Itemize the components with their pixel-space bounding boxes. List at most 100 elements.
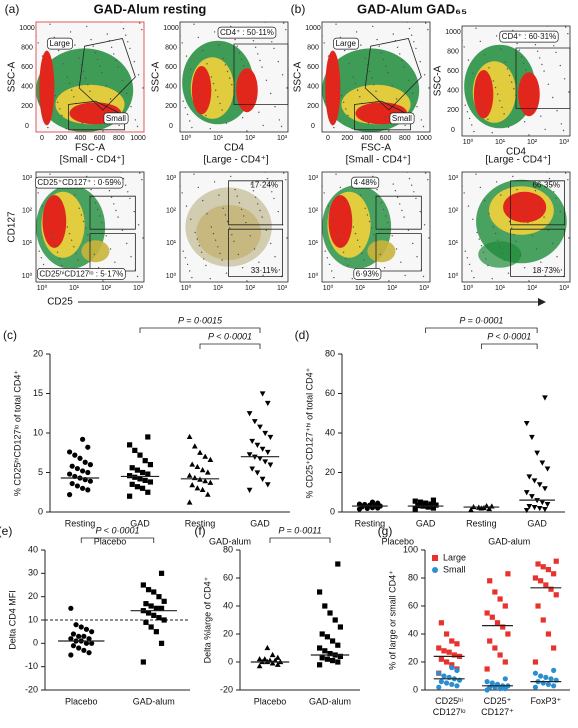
event-dot xyxy=(510,227,513,229)
event-dot xyxy=(541,63,543,66)
event-dot xyxy=(226,70,229,73)
y-tick-label: 800 xyxy=(165,44,177,51)
event-dot xyxy=(338,88,340,90)
event-dot xyxy=(194,81,196,84)
event-dot xyxy=(475,27,477,29)
point xyxy=(553,558,559,564)
event-dot xyxy=(74,194,76,196)
point xyxy=(140,659,146,665)
event-dot xyxy=(380,202,383,204)
event-dot xyxy=(383,267,386,269)
density-blob xyxy=(478,241,522,268)
event-dot xyxy=(238,202,241,204)
event-dot xyxy=(258,261,260,263)
event-dot xyxy=(97,267,100,269)
point xyxy=(551,683,557,689)
gate xyxy=(510,180,565,226)
density-blob xyxy=(367,240,396,263)
point xyxy=(364,505,370,512)
x-axis-label: FSC-A xyxy=(361,143,391,154)
x-tick-label: 10² xyxy=(387,285,398,292)
event-dot xyxy=(268,184,271,186)
event-dot xyxy=(364,57,366,59)
point xyxy=(502,659,508,665)
event-dot xyxy=(564,172,567,174)
event-dot xyxy=(516,188,518,191)
gate xyxy=(228,228,284,277)
y-tick-label: 10³ xyxy=(166,175,177,182)
point xyxy=(262,459,269,465)
point xyxy=(246,411,253,417)
y-tick-label: 0 xyxy=(413,684,418,694)
event-dot xyxy=(363,259,365,261)
y-tick-label: 40 xyxy=(223,600,233,610)
x-tick-label: 10³ xyxy=(419,285,430,292)
point xyxy=(272,657,279,663)
event-dot xyxy=(513,234,515,236)
event-dot xyxy=(226,220,229,223)
point xyxy=(438,679,444,685)
point xyxy=(449,638,455,644)
point xyxy=(262,430,269,437)
event-dot xyxy=(564,26,567,28)
x-tick-label: 200 xyxy=(341,135,353,142)
density xyxy=(36,172,144,282)
event-dot xyxy=(359,246,361,248)
point xyxy=(267,462,274,468)
y-tick-label: 80 xyxy=(408,572,418,582)
x-tick-label: 10⁰ xyxy=(181,284,192,292)
event-dot xyxy=(536,196,539,198)
point xyxy=(191,443,198,449)
event-dot xyxy=(265,79,268,82)
event-dot xyxy=(138,172,141,174)
event-dot xyxy=(114,111,116,113)
panel-label: (c) xyxy=(3,328,17,342)
bracket xyxy=(139,327,261,333)
event-dot xyxy=(49,23,51,25)
point xyxy=(199,467,206,473)
event-dot xyxy=(387,221,389,224)
y-tick-label: 200 xyxy=(447,107,459,114)
event-dot xyxy=(114,261,116,263)
event-dot xyxy=(510,81,513,83)
event-dot xyxy=(501,106,503,109)
panel-label: (a) xyxy=(5,2,20,16)
event-dot xyxy=(53,36,56,39)
point xyxy=(531,504,538,511)
x-tick-label: 800 xyxy=(113,135,125,142)
y-tick-label: 0 xyxy=(311,123,315,130)
event-dot xyxy=(105,85,107,87)
gate-label: 66·35% xyxy=(532,180,560,189)
y-tick-label: 20 xyxy=(325,467,335,477)
event-dot xyxy=(473,276,475,279)
event-dot xyxy=(115,59,117,62)
y-tick-label: 20 xyxy=(408,656,418,666)
point xyxy=(186,472,193,478)
event-dot xyxy=(525,69,527,71)
event-dot xyxy=(356,239,359,241)
event-dot xyxy=(552,242,554,245)
event-dot xyxy=(323,42,325,44)
event-dot xyxy=(224,64,227,66)
point xyxy=(132,447,138,453)
panel-label: (b) xyxy=(291,2,306,16)
x-axis-label: FSC-A xyxy=(75,143,105,154)
event-dot xyxy=(237,253,240,256)
bracket xyxy=(199,343,261,349)
event-dot xyxy=(534,44,537,46)
point xyxy=(153,629,159,635)
event-dot xyxy=(494,232,497,235)
point xyxy=(539,500,546,506)
x-tick-label: 10⁰ xyxy=(463,138,474,146)
event-dot xyxy=(324,100,326,102)
point xyxy=(536,505,543,512)
annotation: P = 0·0015 xyxy=(178,315,223,325)
point xyxy=(153,605,159,611)
event-dot xyxy=(404,274,406,277)
point xyxy=(80,436,86,442)
event-dot xyxy=(385,65,387,67)
event-dot xyxy=(253,98,256,100)
point xyxy=(148,624,154,630)
x-tick-label: 800 xyxy=(399,135,411,142)
event-dot xyxy=(495,35,498,37)
